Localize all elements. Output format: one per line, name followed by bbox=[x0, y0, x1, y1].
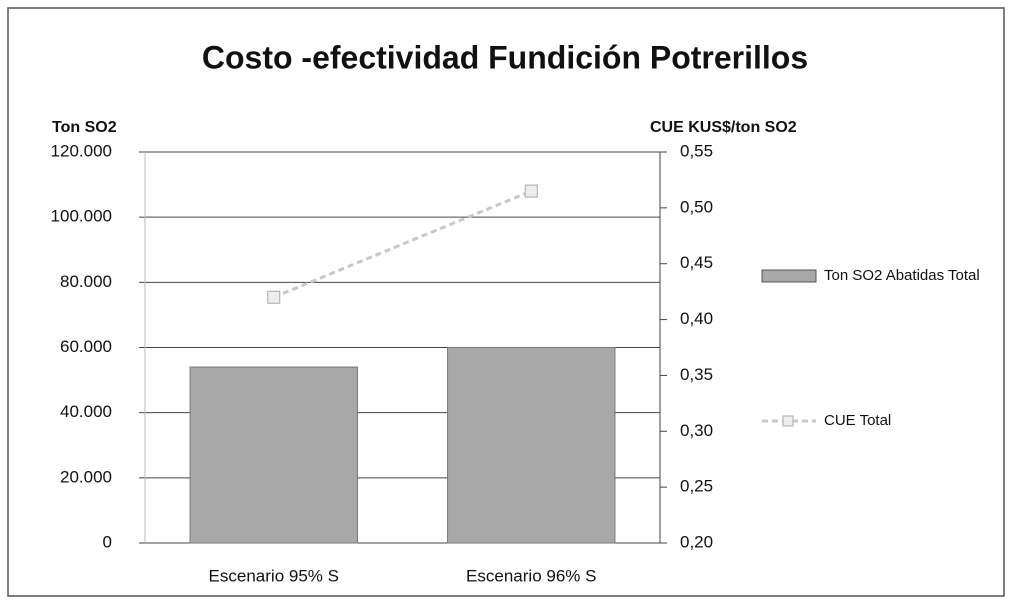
y2-tick-label: 0,30 bbox=[680, 421, 713, 440]
legend-label: Ton SO2 Abatidas Total bbox=[824, 267, 980, 284]
y2-tick-label: 0,40 bbox=[680, 309, 713, 328]
y2-tick-label: 0,45 bbox=[680, 253, 713, 272]
legend-label: CUE Total bbox=[824, 412, 891, 429]
line-marker bbox=[524, 184, 538, 198]
y2-tick-label: 0,35 bbox=[680, 365, 713, 384]
y2-tick-label: 0,20 bbox=[680, 532, 713, 551]
bar bbox=[189, 366, 358, 544]
line bbox=[273, 189, 532, 299]
y-tick-label: 40.000 bbox=[60, 402, 112, 421]
x-tick-label: Escenario 95% S bbox=[209, 566, 339, 585]
y2-tick-label: 0,25 bbox=[680, 477, 713, 496]
y-tick-label: 80.000 bbox=[60, 272, 112, 291]
y2-tick-label: 0,55 bbox=[680, 141, 713, 160]
legend-marker bbox=[782, 415, 794, 427]
bar bbox=[447, 347, 616, 544]
y2-tick-label: 0,50 bbox=[680, 197, 713, 216]
line-marker bbox=[267, 290, 281, 304]
y-tick-label: 120.000 bbox=[51, 141, 112, 160]
chart-title: Costo -efectividad Fundición Potrerillos bbox=[202, 39, 808, 75]
y-tick-label: 20.000 bbox=[60, 467, 112, 486]
y-tick-label: 0 bbox=[103, 532, 112, 551]
y-tick-label: 60.000 bbox=[60, 337, 112, 356]
y-tick-label: 100.000 bbox=[51, 207, 112, 226]
legend-swatch bbox=[761, 269, 817, 283]
x-tick-label: Escenario 96% S bbox=[466, 566, 596, 585]
y2-axis-title: CUE KUS$/ton SO2 bbox=[650, 119, 797, 136]
y-axis-title: Ton SO2 bbox=[52, 119, 117, 136]
